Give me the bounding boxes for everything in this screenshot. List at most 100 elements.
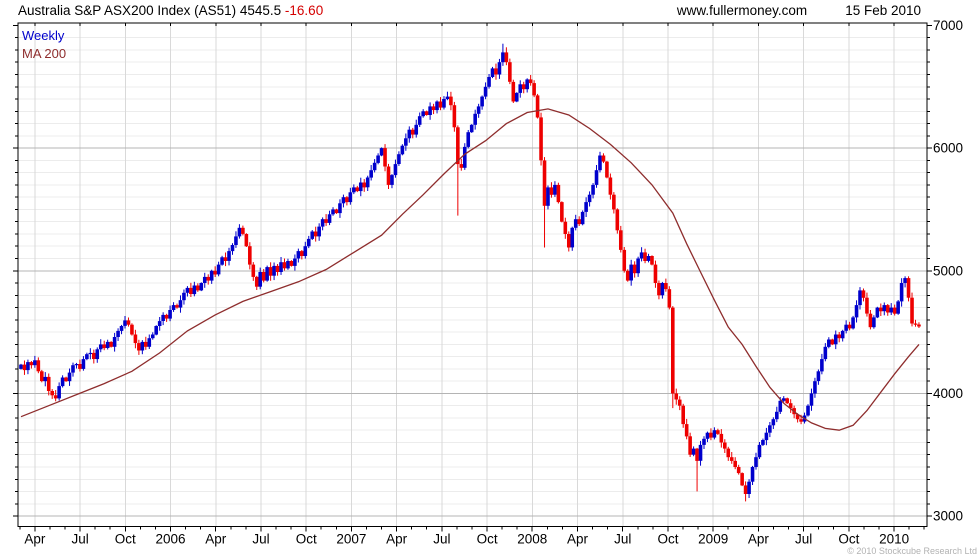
candle-body (202, 276, 207, 283)
candle-body (511, 81, 516, 102)
candle-body (820, 359, 824, 372)
candle-body (872, 317, 876, 328)
candle-body (341, 197, 346, 204)
grid-horizontal-major (18, 147, 927, 517)
copyright-notice: © 2010 Stockcube Research Ltd (847, 546, 977, 556)
candle-body (230, 245, 235, 252)
candle-body (896, 301, 900, 314)
candle-body (566, 234, 571, 248)
candle-body (462, 146, 467, 168)
candle-body (171, 305, 176, 310)
candle-body (539, 117, 543, 161)
candle-body (684, 424, 689, 437)
candle-body (130, 324, 134, 335)
candle-body (605, 161, 609, 178)
candle-body (781, 398, 786, 401)
candle-body (379, 148, 384, 156)
candle-body (324, 219, 328, 223)
candle-body (632, 264, 637, 274)
candle-body (92, 352, 96, 359)
x-axis-label: Oct (657, 532, 678, 547)
candle-body (376, 155, 380, 163)
candle-body (116, 330, 120, 337)
candle-body (449, 96, 453, 106)
candle-body (71, 365, 75, 373)
candle-body (587, 194, 592, 203)
candle-body (882, 305, 887, 312)
candle-body (102, 344, 107, 349)
candle-body (386, 166, 391, 185)
candle-body (476, 106, 481, 114)
candle-body (854, 305, 859, 318)
candle-body (282, 262, 287, 269)
candles-layer (19, 43, 921, 502)
candle-body (147, 338, 152, 347)
candle-body (847, 324, 852, 329)
website-label: www.fullermoney.com (676, 3, 808, 18)
candle-body (320, 219, 325, 227)
candle-body (879, 307, 883, 312)
candle-body (435, 101, 439, 111)
candle-body (192, 285, 197, 295)
candle-body (310, 231, 315, 239)
candle-body (261, 272, 266, 281)
candle-body (417, 116, 422, 125)
candle-body (761, 440, 765, 445)
candle-body (667, 289, 672, 308)
date-label: 15 Feb 2010 (845, 3, 921, 18)
candle-body (813, 381, 817, 394)
candle-body (317, 226, 321, 237)
candle-body (778, 400, 783, 412)
candle-body (88, 352, 93, 355)
candle-body (681, 405, 685, 425)
candle-body (677, 399, 682, 406)
candle-body (393, 164, 398, 176)
chart-title: Australia S&P ASX200 Index (AS51) 4545.5… (18, 3, 323, 18)
candle-body (840, 330, 845, 339)
candle-body (95, 349, 100, 360)
candle-body (157, 321, 162, 326)
candle-body (788, 403, 793, 409)
grid-horizontal-minor (18, 37, 927, 505)
candle-body (830, 339, 835, 345)
candle-body (816, 371, 821, 382)
candle-body (53, 395, 58, 399)
candle-body (674, 393, 679, 400)
candle-body (137, 343, 141, 351)
candle-body (286, 261, 290, 269)
candle-body (33, 360, 37, 366)
candle-body (74, 364, 79, 366)
candle-body (757, 444, 762, 458)
candle-body (535, 95, 540, 118)
candle-body (352, 187, 356, 193)
candle-body (168, 310, 172, 319)
x-axis-label: Jul (252, 532, 269, 547)
candle-body (563, 221, 568, 234)
candle-body (175, 305, 179, 308)
candle-body (885, 305, 890, 313)
candle-body (40, 371, 44, 382)
candle-body (650, 256, 654, 265)
candle-body (723, 442, 727, 449)
ma200-line (20, 108, 920, 431)
candle-body (646, 256, 651, 261)
candle-body (345, 197, 349, 203)
candle-body (251, 264, 256, 277)
candle-body (404, 138, 408, 146)
candle-body (553, 184, 557, 195)
candle-body (618, 230, 623, 250)
candle-body (220, 257, 224, 265)
candle-body (705, 432, 710, 439)
candle-body (688, 436, 692, 455)
candle-body (241, 227, 245, 234)
candle-body (917, 324, 921, 327)
y-axis-ticks (13, 25, 932, 517)
candle-body (199, 283, 204, 291)
candle-body (19, 364, 23, 369)
x-axis-labels: Apr Jul Oct 2006 Apr Jul Oct 2007 Apr Jul Oct 2008 A… (24, 532, 909, 547)
legend-weekly: Weekly (22, 28, 65, 43)
candle-body (119, 326, 124, 331)
candle-body (293, 258, 297, 266)
candle-body (473, 113, 477, 125)
candle-body (747, 481, 751, 494)
